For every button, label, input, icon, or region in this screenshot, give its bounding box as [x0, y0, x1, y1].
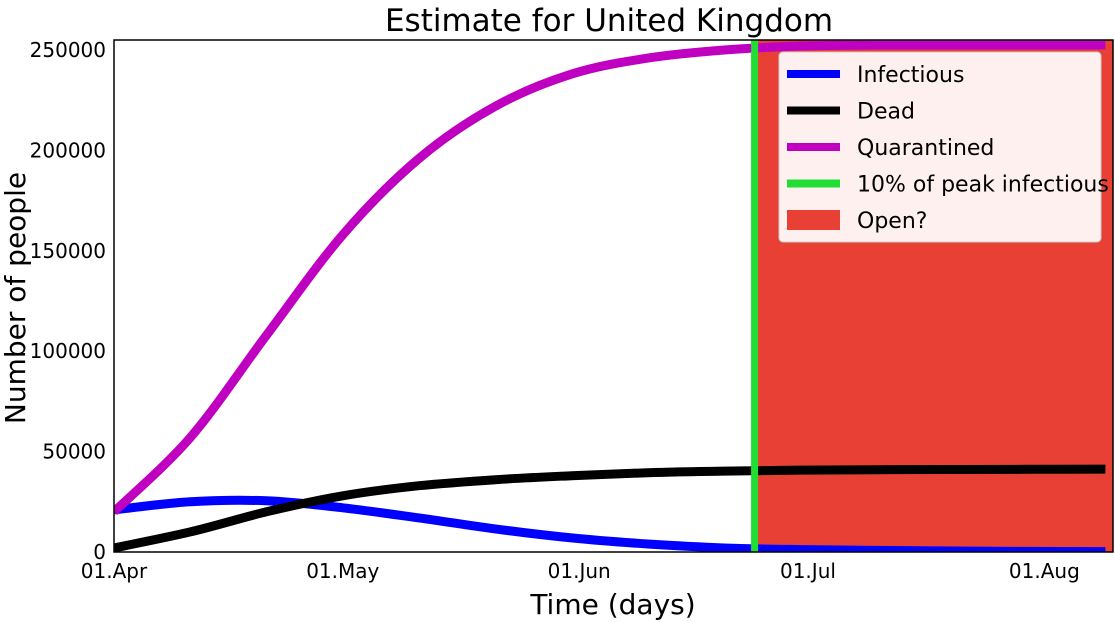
legend-label: Infectious — [857, 63, 964, 88]
legend-box — [778, 51, 1102, 243]
chart-title: Estimate for United Kingdom — [385, 3, 833, 39]
y-tick-label: 250000 — [30, 38, 106, 62]
x-axis-ticks: 01.Apr 01.May 01.Jun 01.Jul 01.Aug — [81, 559, 1080, 583]
legend: Infectious Dead Quarantined 10% of peak inf… — [778, 51, 1109, 243]
legend-label: 10% of peak infectious — [857, 173, 1109, 198]
x-tick-label: 01.Jun — [548, 559, 611, 583]
series-line-quarantined — [114, 40, 1106, 516]
y-tick-label: 200000 — [30, 138, 106, 162]
y-axis-ticks: 0 50000 100000 150000 200000 250000 — [30, 38, 106, 564]
series-line-infectious — [114, 495, 1106, 552]
y-tick-label: 0 — [93, 540, 106, 564]
y-tick-label: 150000 — [30, 239, 106, 263]
x-tick-label: 01.Apr — [81, 559, 148, 583]
x-tick-label: 01.Jul — [780, 559, 836, 583]
x-axis-label: Time (days) — [529, 588, 695, 621]
legend-label: Open? — [857, 209, 927, 234]
x-tick-label: 01.Aug — [1009, 559, 1080, 583]
plot-frame — [113, 39, 1114, 553]
legend-swatch — [787, 210, 840, 230]
y-axis-label: Number of people — [0, 172, 32, 424]
legend-label: Quarantined — [857, 136, 994, 161]
legend-label: Dead — [857, 100, 915, 125]
y-tick-label: 50000 — [42, 440, 106, 464]
x-tick-label: 01.May — [306, 559, 379, 583]
y-tick-label: 100000 — [30, 339, 106, 363]
series-line-dead — [114, 464, 1106, 552]
